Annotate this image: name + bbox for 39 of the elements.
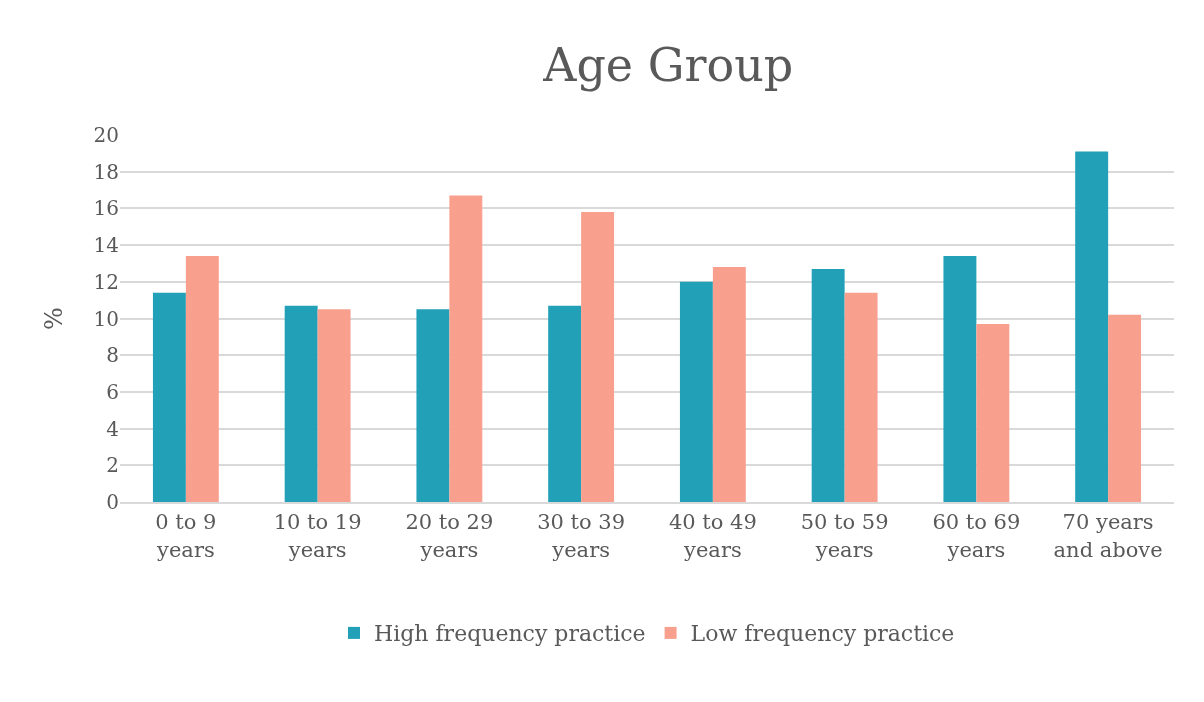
bar bbox=[844, 292, 878, 502]
y-tick-label: 10 bbox=[93, 306, 119, 331]
bar bbox=[185, 256, 219, 502]
bar bbox=[284, 305, 318, 502]
y-tick-label: 0 bbox=[106, 490, 119, 514]
bar bbox=[679, 281, 713, 502]
x-tick-label: 50 to 59 years bbox=[800, 510, 889, 562]
chart-title: Age Group bbox=[542, 38, 794, 93]
x-tick-label: 60 to 69 years bbox=[932, 510, 1021, 562]
x-tick-label: 10 to 19 years bbox=[273, 510, 362, 562]
y-tick-label: 18 bbox=[93, 159, 119, 184]
bar bbox=[1108, 314, 1142, 502]
x-tick-label: 0 to 9 years bbox=[155, 510, 217, 562]
bar bbox=[943, 256, 977, 502]
y-tick-label: 20 bbox=[93, 123, 119, 147]
bar bbox=[317, 309, 351, 502]
y-tick-label: 2 bbox=[106, 453, 119, 478]
x-tick-label: 20 to 29 years bbox=[405, 510, 494, 562]
x-tick-label: 40 to 49 years bbox=[668, 510, 757, 562]
legend-label: High frequency practice bbox=[374, 621, 646, 647]
bar bbox=[712, 267, 746, 502]
bar bbox=[548, 305, 582, 502]
y-tick-label: 8 bbox=[106, 343, 119, 368]
y-tick-label: 6 bbox=[106, 379, 119, 404]
bar bbox=[976, 324, 1010, 502]
bar bbox=[811, 268, 845, 502]
bar bbox=[416, 309, 450, 502]
y-tick-label: 14 bbox=[93, 233, 119, 258]
y-tick-label: 16 bbox=[93, 196, 119, 221]
x-tick-label: 70 years and above bbox=[1053, 510, 1163, 562]
x-tick-label: 30 to 39 years bbox=[537, 510, 626, 562]
y-tick-label: 12 bbox=[93, 269, 119, 294]
y-axis-title: % bbox=[40, 307, 68, 330]
bar bbox=[581, 212, 615, 502]
legend-label: Low frequency practice bbox=[690, 621, 955, 647]
bar bbox=[152, 292, 186, 502]
bar bbox=[449, 195, 483, 502]
bar bbox=[1075, 151, 1109, 502]
y-tick-label: 4 bbox=[106, 416, 119, 441]
